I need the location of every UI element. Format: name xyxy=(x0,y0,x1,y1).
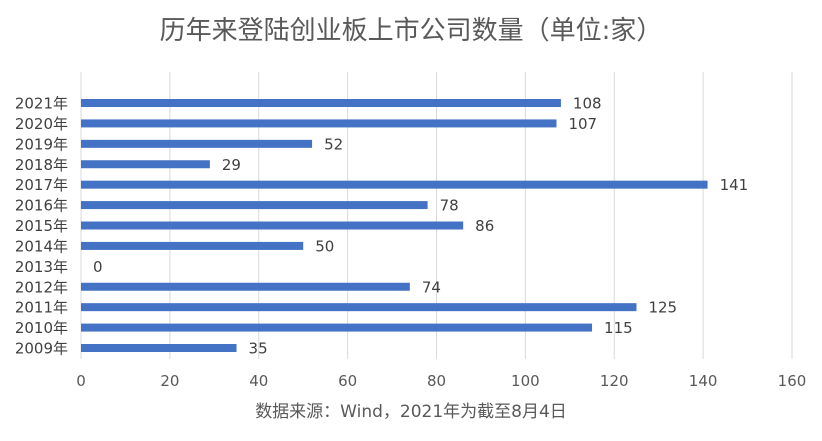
data-label: 29 xyxy=(222,156,241,174)
category-label: 2020年 xyxy=(15,115,68,133)
category-label: 2016年 xyxy=(15,197,68,215)
category-label: 2017年 xyxy=(15,176,68,194)
bar xyxy=(81,282,410,291)
data-label: 107 xyxy=(568,115,597,133)
x-tick-label: 140 xyxy=(689,372,718,390)
category-label: 2021年 xyxy=(15,95,68,113)
x-tick-label: 160 xyxy=(778,372,807,390)
x-tick-label: 60 xyxy=(338,372,357,390)
data-label: 125 xyxy=(648,299,677,317)
chart-caption: 数据来源：Wind，2021年为截至8月4日 xyxy=(255,402,567,422)
bar xyxy=(81,139,313,148)
bar xyxy=(81,201,428,210)
category-label: 2013年 xyxy=(15,258,68,276)
category-label: 2018年 xyxy=(15,156,68,174)
x-tick-label: 120 xyxy=(600,372,629,390)
data-label: 141 xyxy=(720,176,749,194)
x-tick-label: 80 xyxy=(427,372,446,390)
bar xyxy=(81,241,304,250)
data-label: 115 xyxy=(604,319,633,337)
category-labels: 2021年 2020年 2019年 2018年 2017年 2016年 2015年 2014年… xyxy=(15,95,68,358)
bar xyxy=(81,344,237,352)
bar xyxy=(81,180,708,189)
bar xyxy=(81,99,561,107)
bar xyxy=(81,303,637,312)
category-label: 2010年 xyxy=(15,319,68,337)
data-label: 35 xyxy=(249,340,268,358)
bar xyxy=(81,323,593,332)
category-label: 2012年 xyxy=(15,278,68,296)
bar xyxy=(81,119,557,128)
data-label: 86 xyxy=(475,217,494,235)
x-tick-label: 40 xyxy=(249,372,268,390)
category-label: 2009年 xyxy=(15,340,68,358)
bar xyxy=(81,221,464,230)
data-label: 0 xyxy=(93,258,103,276)
data-label: 108 xyxy=(573,95,602,113)
category-label: 2014年 xyxy=(15,237,68,255)
category-label: 2015年 xyxy=(15,217,68,235)
bars xyxy=(81,99,708,352)
data-label: 78 xyxy=(440,197,459,215)
x-tick-label: 0 xyxy=(76,372,86,390)
chart-title: 历年来登陆创业板上市公司数量（单位:家） xyxy=(159,16,663,46)
data-label: 50 xyxy=(315,237,334,255)
x-tick-label: 100 xyxy=(511,372,540,390)
x-axis-ticks: 0 20 40 60 80 100 120 140 160 xyxy=(76,372,806,390)
data-labels: 108 107 52 29 141 78 86 50 0 74 125 115 35 xyxy=(93,95,748,358)
category-label: 2011年 xyxy=(15,299,68,317)
grid-lines xyxy=(80,72,793,359)
data-label: 52 xyxy=(324,135,343,153)
bar xyxy=(81,160,210,169)
category-label: 2019年 xyxy=(15,135,68,153)
data-label: 74 xyxy=(422,278,441,296)
x-tick-label: 20 xyxy=(160,372,179,390)
